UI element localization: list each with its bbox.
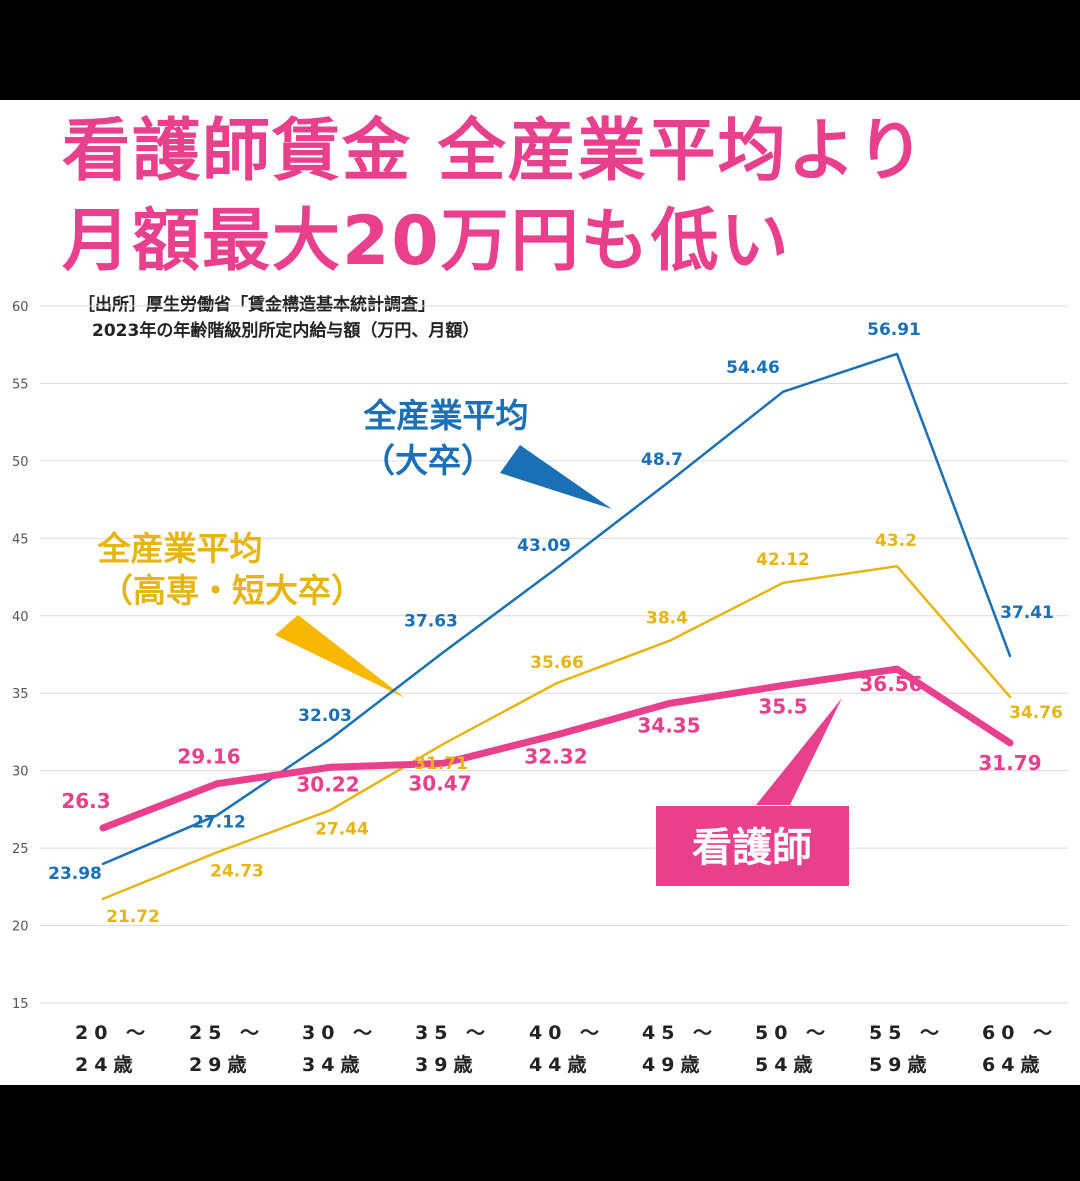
x-tick-label-range: 40 ～ [529,1022,605,1044]
data-label-college: 42.12 [756,550,810,570]
data-label-college: 21.72 [106,907,160,927]
data-label-nurse: 32.32 [524,745,587,769]
data-labels: 23.98 27.12 32.03 37.63 43.09 48.7 54.46 56.91 3… [48,320,1063,927]
data-label-nurse: 29.16 [177,745,240,769]
x-tick-label-age: 59歳 [869,1054,932,1076]
data-label-university: 37.63 [404,611,458,631]
x-tick-label-age: 29歳 [189,1054,252,1076]
x-tick-label-age: 34歳 [302,1054,365,1076]
x-tick-label-range: 55 ～ [869,1022,945,1044]
y-tick-label: 25 [12,842,29,857]
line-chart: 15 20 25 30 35 40 45 50 55 60 20 ～ 24歳 25 ～ 29歳 30 ～ 3… [12,300,1068,1076]
data-label-college: 43.2 [875,531,917,551]
y-tick-label: 30 [12,765,29,780]
data-label-college: 31.71 [414,754,468,774]
y-tick-label: 60 [12,300,29,315]
data-label-nurse: 31.79 [978,751,1041,775]
data-label-college: 24.73 [210,861,264,881]
x-tick-label-range: 35 ～ [415,1022,491,1044]
x-tick-label-range: 30 ～ [302,1022,378,1044]
y-tick-label: 40 [12,610,29,625]
data-label-nurse: 35.5 [758,694,807,718]
data-label-university: 56.91 [867,320,921,340]
data-label-university: 27.12 [192,812,246,832]
university-callout-arrow [500,445,612,509]
data-label-college: 38.4 [646,609,688,629]
x-tick-label-age: 49歳 [642,1054,705,1076]
y-tick-label: 50 [12,455,29,470]
data-label-nurse: 36.56 [859,672,922,696]
data-label-college: 35.66 [530,653,584,673]
y-tick-label: 55 [12,377,29,392]
data-label-university: 48.7 [641,450,683,470]
data-label-university: 37.41 [1000,603,1054,623]
x-tick-label-age: 64歳 [982,1054,1045,1076]
chart-panel: 看護師賃金 全産業平均より 月額最大20万円も低い ［出所］厚生労働省「賃金構造… [0,100,1080,1085]
series-line-university [101,352,1012,866]
college-callout-line-1: 全産業平均 [97,529,263,568]
x-tick-label-age: 39歳 [415,1054,478,1076]
data-label-college: 27.44 [315,819,369,839]
series-line-college [101,564,1012,901]
university-callout-line-1: 全産業平均 [363,396,529,435]
nurse-callout-arrow [756,698,842,805]
x-tick-label-age: 44歳 [529,1054,592,1076]
nurse-callout-label: 看護師 [692,825,812,871]
nurse-callout-box [656,806,849,886]
x-tick-label-range: 45 ～ [642,1022,718,1044]
university-callout-line-2: （大卒） [362,441,494,480]
y-axis-ticks: 15 20 25 30 35 40 45 50 55 60 [12,300,29,1012]
source-description: 2023年の年齢階級別所定内給与額（万円、月額） [92,321,480,341]
x-tick-label-age: 54歳 [755,1054,818,1076]
x-tick-label-range: 25 ～ [189,1022,265,1044]
x-tick-label-age: 24歳 [75,1054,138,1076]
y-tick-label: 15 [12,997,29,1012]
data-label-nurse: 26.3 [61,789,110,813]
data-label-nurse: 34.35 [637,713,700,737]
x-axis-categories: 20 ～ 24歳 25 ～ 29歳 30 ～ 34歳 35 ～ 39歳 40 ～ 44歳 45 ～ 4… [75,1022,1058,1076]
data-label-university: 32.03 [298,706,352,726]
college-callout-arrow [275,615,405,698]
series-lines [99,352,1014,901]
series-line-nurse [99,665,1014,832]
college-callout-line-2: （高専・短大卒） [100,571,364,610]
headline-line-2: 月額最大20万円も低い [62,202,791,281]
data-label-university: 54.46 [726,358,780,378]
x-tick-label-range: 60 ～ [982,1022,1058,1044]
y-tick-label: 35 [12,687,29,702]
y-tick-label: 45 [12,532,29,547]
y-tick-label: 20 [12,920,29,935]
data-label-nurse: 30.22 [296,772,359,796]
x-tick-label-range: 20 ～ [75,1022,151,1044]
data-label-university: 43.09 [517,536,571,556]
data-label-university: 23.98 [48,864,102,884]
headline-line-1: 看護師賃金 全産業平均より [62,112,927,191]
data-label-nurse: 30.47 [408,771,471,795]
source-note: ［出所］厚生労働省「賃金構造基本統計調査」 [78,295,435,315]
x-tick-label-range: 50 ～ [755,1022,831,1044]
grid-lines [40,305,1068,1004]
data-label-college: 34.76 [1009,703,1063,723]
